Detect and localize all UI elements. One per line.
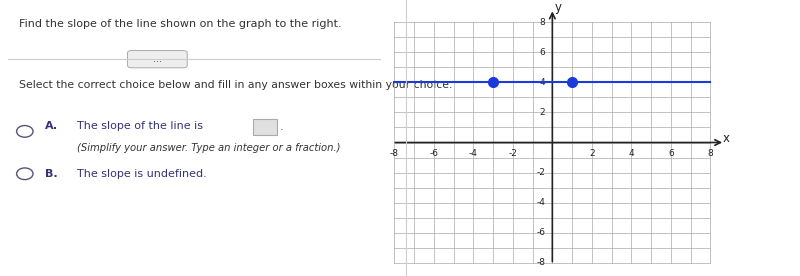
Text: A.: A. (46, 121, 58, 131)
Text: 8: 8 (540, 18, 546, 26)
Text: Find the slope of the line shown on the graph to the right.: Find the slope of the line shown on the … (19, 19, 342, 29)
Text: ...: ... (153, 54, 162, 64)
FancyBboxPatch shape (253, 120, 277, 135)
Text: -8: -8 (537, 258, 546, 267)
Text: x: x (723, 132, 730, 145)
Text: 6: 6 (668, 149, 674, 158)
Text: y: y (554, 1, 562, 14)
Text: -2: -2 (509, 149, 518, 158)
Text: -6: -6 (430, 149, 438, 158)
Text: .: . (280, 122, 283, 132)
Text: -4: -4 (537, 198, 546, 207)
Text: The slope is undefined.: The slope is undefined. (77, 169, 207, 179)
Text: (Simplify your answer. Type an integer or a fraction.): (Simplify your answer. Type an integer o… (77, 142, 341, 153)
Text: 6: 6 (540, 48, 546, 57)
Text: The slope of the line is: The slope of the line is (77, 121, 203, 131)
Text: 4: 4 (629, 149, 634, 158)
Text: B.: B. (46, 169, 58, 179)
Text: 4: 4 (540, 78, 546, 87)
Text: 8: 8 (707, 149, 713, 158)
Text: -4: -4 (469, 149, 478, 158)
FancyBboxPatch shape (127, 51, 187, 68)
Text: Select the correct choice below and fill in any answer boxes within your choice.: Select the correct choice below and fill… (19, 80, 453, 90)
Text: -2: -2 (537, 168, 546, 177)
Text: -8: -8 (390, 149, 399, 158)
Text: 2: 2 (589, 149, 594, 158)
Text: -6: -6 (537, 228, 546, 237)
Text: 2: 2 (540, 108, 546, 117)
